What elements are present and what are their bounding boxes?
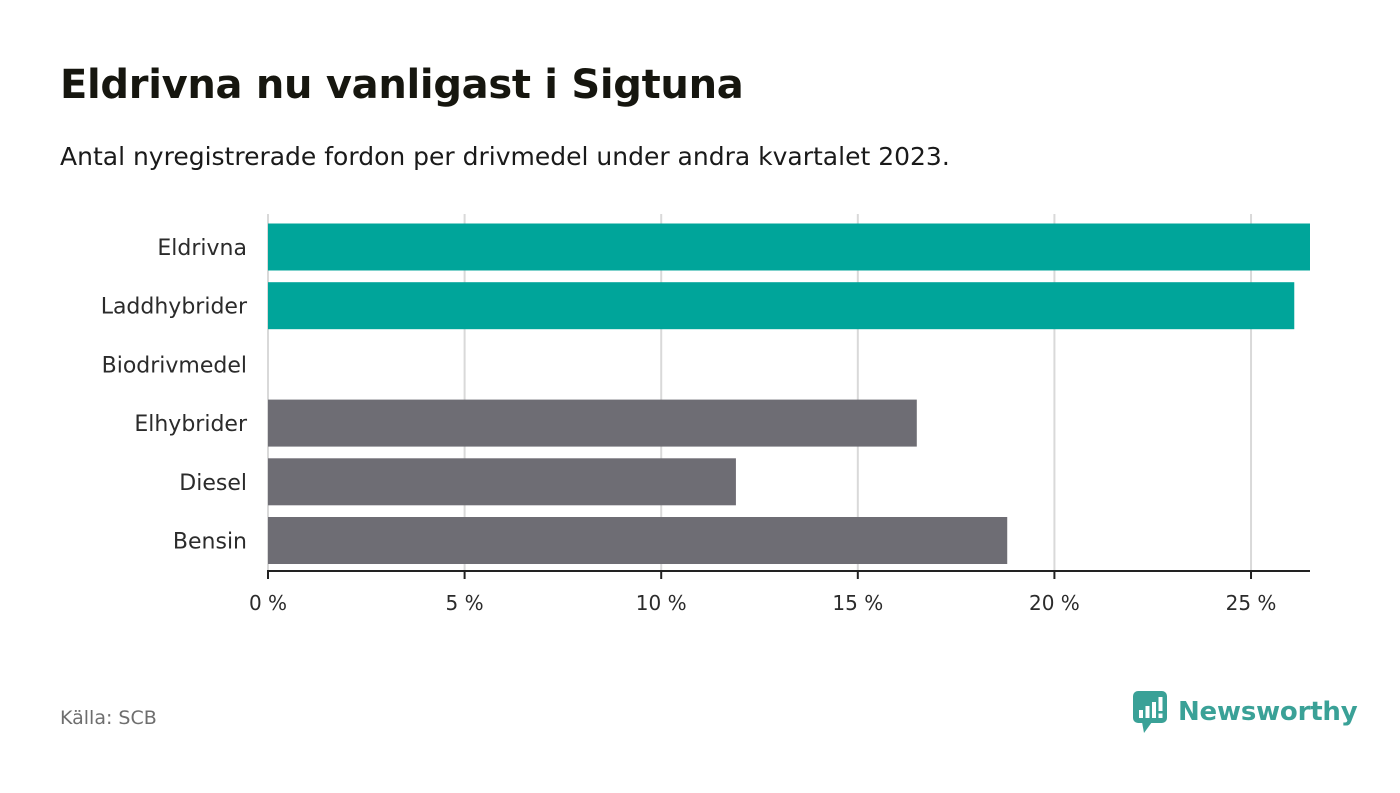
- bar-bensin: [268, 517, 1008, 564]
- bar-eldrivna: [268, 223, 1310, 271]
- chart-title: Eldrivna nu vanligast i Sigtuna: [60, 62, 744, 108]
- x-tick-label: 0 %: [249, 591, 287, 615]
- chart-subtitle: Antal nyregistrerade fordon per drivmede…: [60, 142, 950, 171]
- category-label: Biodrivmedel: [102, 353, 247, 378]
- category-label: Bensin: [173, 530, 247, 555]
- category-label: Eldrivna: [157, 236, 247, 261]
- source-note: Källa: SCB: [60, 707, 157, 729]
- x-tick-label: 5 %: [446, 591, 484, 615]
- bar-laddhybrider: [268, 282, 1295, 330]
- category-labels: Eldrivna Laddhybrider Biodrivmedel Elhybrid…: [101, 236, 248, 555]
- category-label: Diesel: [179, 471, 247, 496]
- x-tick-label: 10 %: [636, 591, 687, 615]
- bar-elhybrider: [268, 399, 917, 447]
- newsworthy-logo-text: Newsworthy: [1178, 697, 1358, 727]
- newsworthy-logo: Newsworthy: [1132, 690, 1358, 734]
- x-tick-label: 20 %: [1029, 591, 1080, 615]
- newsworthy-logo-icon: [1133, 691, 1167, 733]
- x-axis: 0 % 5 % 10 % 15 % 20 % 25 %: [249, 570, 1310, 615]
- category-label: Elhybrider: [134, 412, 248, 437]
- bars: [268, 223, 1310, 564]
- x-tick-label: 25 %: [1226, 591, 1277, 615]
- bar-diesel: [268, 458, 736, 506]
- x-tick-label: 15 %: [832, 591, 883, 615]
- grid-lines: [267, 214, 1253, 571]
- category-label: Laddhybrider: [101, 295, 248, 320]
